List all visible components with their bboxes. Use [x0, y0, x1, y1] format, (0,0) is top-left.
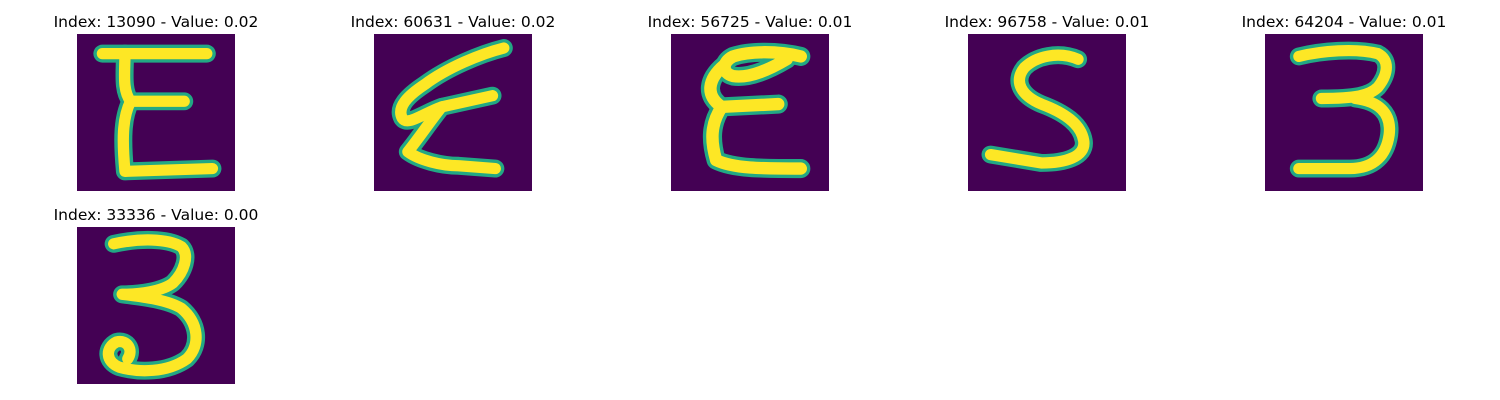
glyph-image-2 — [374, 34, 532, 191]
image-panel-5: Index: 64204 - Value: 0.01 — [1234, 12, 1454, 202]
glyph-S-drawing — [981, 46, 1093, 172]
glyph-image-1 — [77, 34, 235, 191]
glyph-E-slanted-drawing — [391, 39, 513, 178]
glyph-image-4 — [968, 34, 1126, 191]
glyph-E-rounded-drawing — [700, 42, 811, 179]
glyph-3-looped-drawing — [99, 230, 206, 380]
glyph-3-drawing — [1289, 41, 1399, 178]
panel-title-1: Index: 13090 - Value: 0.02 — [53, 13, 259, 31]
glyph-image-5 — [1265, 34, 1423, 191]
panel-title-2: Index: 60631 - Value: 0.02 — [350, 13, 556, 31]
glyph-E-drawing — [93, 44, 222, 181]
glyph-image-3 — [671, 34, 829, 191]
panel-title-6: Index: 33336 - Value: 0.00 — [53, 206, 259, 224]
panel-title-3: Index: 56725 - Value: 0.01 — [647, 13, 853, 31]
glyph-image-6 — [77, 227, 235, 384]
panel-title-4: Index: 96758 - Value: 0.01 — [944, 13, 1150, 31]
image-panel-3: Index: 56725 - Value: 0.01 — [640, 12, 860, 202]
image-panel-2: Index: 60631 - Value: 0.02 — [343, 12, 563, 202]
image-panel-1: Index: 13090 - Value: 0.02 — [46, 12, 266, 202]
image-panel-6: Index: 33336 - Value: 0.00 — [46, 205, 266, 395]
panel-title-5: Index: 64204 - Value: 0.01 — [1241, 13, 1447, 31]
image-panel-4: Index: 96758 - Value: 0.01 — [937, 12, 1157, 202]
